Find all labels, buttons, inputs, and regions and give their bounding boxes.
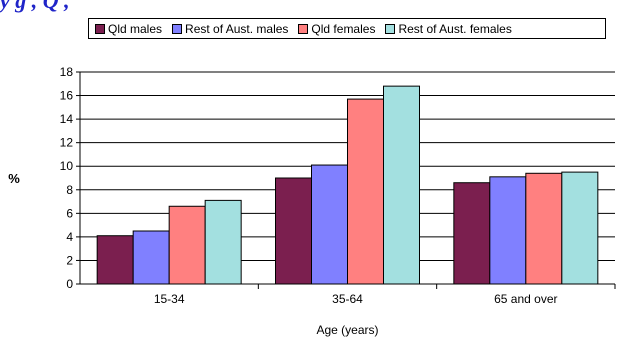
chart-legend: Qld males Rest of Aust. males Qld females R… bbox=[88, 18, 606, 39]
y-tick-label: 14 bbox=[60, 112, 74, 126]
bar bbox=[383, 85, 420, 285]
bar bbox=[347, 98, 384, 285]
y-tick-label: 6 bbox=[66, 206, 73, 220]
clipped-heading: y g , Q , bbox=[0, 0, 642, 16]
x-tick-label: 35-64 bbox=[332, 292, 363, 306]
x-tick-label: 65 and over bbox=[494, 292, 557, 306]
bar bbox=[561, 171, 599, 285]
y-tick-label: 2 bbox=[66, 253, 73, 267]
y-tick-label: 0 bbox=[66, 277, 73, 291]
legend-item: Rest of Aust. males bbox=[172, 22, 288, 36]
y-tick-label: 4 bbox=[66, 230, 73, 244]
bar bbox=[489, 176, 527, 285]
legend-label: Rest of Aust. females bbox=[398, 21, 512, 36]
bar bbox=[168, 205, 206, 285]
legend-swatch bbox=[172, 23, 183, 34]
legend-label: Qld females bbox=[311, 21, 376, 36]
x-tick-label: 15-34 bbox=[154, 292, 185, 306]
legend-item: Rest of Aust. females bbox=[385, 21, 512, 36]
legend-swatch bbox=[298, 23, 309, 34]
bar bbox=[453, 182, 491, 285]
legend-label: Rest of Aust. males bbox=[185, 21, 289, 36]
clipped-heading-text: y g , Q , bbox=[0, 0, 70, 13]
y-tick-label: 16 bbox=[60, 89, 74, 103]
y-tick-label: 18 bbox=[60, 65, 74, 79]
y-tick-label: 10 bbox=[60, 159, 74, 173]
legend-item: Qld males bbox=[95, 22, 162, 36]
y-tick-label: 12 bbox=[60, 136, 74, 150]
x-axis-title: Age (years) bbox=[316, 323, 378, 337]
y-axis-title: % bbox=[8, 171, 20, 186]
bar bbox=[525, 172, 563, 285]
y-tick-label: 8 bbox=[66, 183, 73, 197]
legend-swatch bbox=[385, 23, 396, 34]
legend-item: Qld females bbox=[298, 22, 375, 36]
bar bbox=[132, 230, 170, 285]
legend-label: Qld males bbox=[108, 21, 163, 36]
bar bbox=[204, 199, 242, 285]
bar bbox=[311, 164, 348, 285]
legend-swatch bbox=[95, 23, 105, 34]
bar bbox=[96, 235, 134, 285]
bar bbox=[275, 177, 312, 285]
